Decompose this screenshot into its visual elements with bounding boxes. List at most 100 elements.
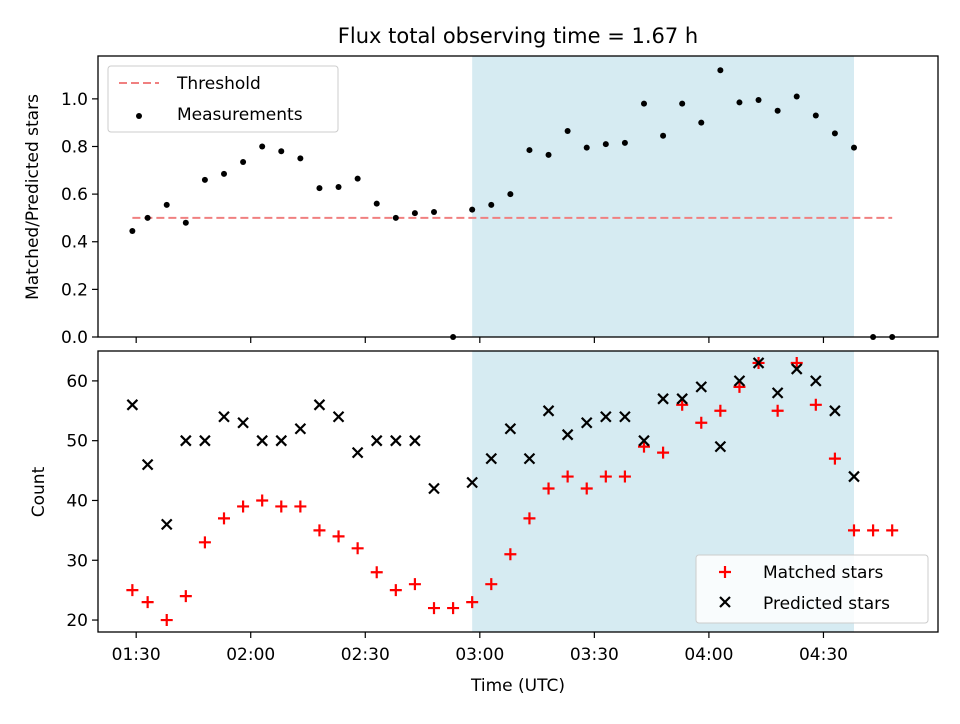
top-shaded-span (472, 56, 854, 337)
predicted-star-point (313, 399, 326, 411)
bottom-y-tick-label: 20 (66, 611, 88, 631)
x-tick-label: 03:00 (455, 645, 504, 665)
matched-star-point (809, 398, 822, 411)
measurement-point (335, 183, 342, 190)
predicted-star-point (237, 416, 249, 429)
measurement-point (793, 93, 800, 100)
top-y-tick-label: 0.4 (61, 233, 88, 253)
matched-star-point (714, 404, 727, 417)
predicted-star-point (829, 405, 841, 417)
matched-star-point (504, 548, 517, 561)
x-tick-label: 01:30 (112, 645, 161, 665)
matched-star-point (561, 470, 574, 483)
matched-star-point (485, 578, 498, 591)
measurement-point (411, 210, 418, 217)
matched-star-point (771, 404, 784, 417)
matched-star-point (218, 512, 230, 525)
predicted-star-point (752, 357, 765, 369)
legend-threshold-label: Threshold (176, 74, 261, 94)
predicted-star-point (638, 434, 650, 447)
predicted-star-point (619, 410, 631, 423)
top-legend-box (107, 65, 339, 133)
matched-star-point (828, 452, 841, 465)
measurement-point (488, 201, 495, 208)
predicted-star-point (714, 440, 727, 453)
predicted-star-point (561, 428, 574, 441)
predicted-star-point (810, 375, 822, 387)
matched-star-point (332, 530, 345, 543)
bottom-y-tick-label: 50 (66, 432, 88, 452)
measurement-point (240, 158, 247, 165)
bottom-y-tick-label: 60 (66, 372, 88, 392)
measurement-point (373, 200, 380, 207)
legend-measurements-swatch (136, 113, 142, 119)
measurement-point (182, 219, 189, 226)
measurement-point (755, 97, 762, 104)
matched-star-point (237, 500, 250, 513)
predicted-star-point (695, 381, 708, 393)
measurement-point (621, 139, 628, 146)
predicted-star-point (542, 405, 555, 417)
top-y-tick-label: 0.2 (61, 280, 88, 300)
bottom-y-axis: 20 30 40 50 60 (66, 372, 98, 631)
measurement-point (564, 128, 571, 135)
predicted-star-point (409, 434, 421, 447)
predicted-star-point (294, 422, 307, 435)
matched-star-point (389, 584, 402, 597)
matched-star-point (126, 584, 139, 597)
matched-star-point (886, 524, 899, 537)
matched-star-point (294, 500, 307, 513)
measurement-point (431, 208, 437, 215)
predicted-star-point (370, 434, 383, 447)
chart-title: Flux total observing time = 1.67 h (338, 24, 698, 48)
measurement-point (163, 201, 170, 208)
x-tick-label: 04:30 (799, 645, 848, 665)
predicted-star-point (657, 393, 669, 405)
predicted-star-point (218, 410, 230, 423)
predicted-star-point (771, 387, 784, 399)
measurement-point (297, 155, 304, 162)
x-tick-label: 03:30 (570, 645, 619, 665)
top-legend: Threshold Measurements (107, 65, 339, 133)
predicted-star-point (126, 399, 139, 411)
predicted-star-point (676, 393, 688, 405)
top-axes-frame (97, 55, 939, 338)
measurement-point (602, 141, 609, 148)
predicted-star-point (485, 452, 498, 465)
matched-star-point (351, 542, 364, 555)
measurement-point (831, 130, 838, 137)
measurement-point (259, 143, 266, 150)
predicted-star-point (199, 434, 211, 447)
measurement-point (679, 100, 686, 107)
matched-star-point (408, 578, 421, 591)
predicted-star-point (180, 434, 192, 447)
legend-matched-swatch (719, 566, 731, 578)
matched-star-point (867, 524, 880, 537)
predicted-star-point (523, 452, 536, 465)
bottom-legend-box (695, 554, 929, 624)
predicted-star-point (848, 470, 860, 483)
matched-star-point (160, 614, 173, 627)
top-panel: 0.0 0.2 0.4 0.6 0.8 1.0 Matched/Predicted sta… (23, 55, 939, 348)
matched-star-point (790, 356, 803, 369)
measurement-point (660, 132, 667, 139)
predicted-star-point (160, 518, 173, 531)
measurement-point (354, 175, 361, 182)
predicted-star-point (428, 482, 440, 495)
predicted-star-point (600, 410, 612, 423)
matched-star-point (370, 566, 383, 579)
measurement-point (221, 170, 227, 177)
x-axis-label: Time (UTC) (470, 676, 565, 696)
measurement-point (469, 206, 476, 213)
predicted-star-point (256, 434, 268, 447)
matched-star-point (275, 500, 288, 513)
matched-star-point (848, 524, 860, 537)
matched-star-point (695, 416, 708, 429)
legend-measurements-label: Measurements (177, 105, 303, 125)
matched-star-point (447, 602, 460, 615)
predicted-star-point (466, 476, 478, 489)
x-tick-label: 04:00 (684, 645, 733, 665)
predicted-star-point (332, 410, 345, 423)
matched-star-point (657, 446, 670, 459)
